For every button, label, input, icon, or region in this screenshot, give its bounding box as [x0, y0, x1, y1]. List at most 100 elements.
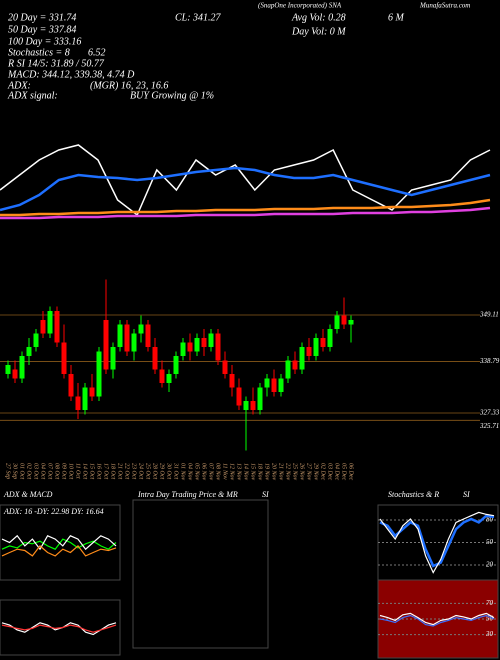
- candle-body: [208, 333, 214, 347]
- annotation: 6.52: [88, 47, 106, 58]
- annotation: 50 Day = 337.84: [8, 24, 76, 35]
- x-tick-label: 06 Nov: [201, 463, 207, 481]
- annotation: BUY Growing @ 1%: [130, 90, 214, 101]
- candle-body: [236, 387, 242, 406]
- line: [1, 622, 117, 636]
- candle-body: [33, 333, 39, 347]
- candle-body: [278, 378, 284, 392]
- candle-body: [12, 369, 18, 379]
- candle-body: [26, 347, 32, 356]
- x-tick-label: 01 Nov: [180, 463, 186, 481]
- y-tick-label: 50: [486, 615, 494, 623]
- panel-title: ADX & MACD: [3, 490, 53, 499]
- x-tick-label: 21 Oct: [117, 463, 123, 479]
- candle-body: [348, 320, 354, 325]
- candle-body: [229, 374, 235, 388]
- x-tick-label: 27 Sep: [5, 463, 11, 479]
- candle-body: [292, 360, 298, 370]
- y-tick-label: 349.11: [479, 311, 499, 319]
- x-tick-label: 18 Oct: [110, 463, 116, 479]
- x-tick-label: 03 Dec: [327, 463, 333, 480]
- line: [0, 198, 491, 217]
- candle-body: [327, 329, 333, 347]
- x-tick-label: 26 Nov: [299, 463, 305, 481]
- line: [379, 511, 495, 574]
- candle-body: [138, 324, 144, 334]
- x-tick-label: 15 Oct: [89, 463, 95, 479]
- candle-body: [215, 333, 221, 361]
- panel-title: SI: [463, 490, 470, 499]
- x-tick-label: 29 Oct: [159, 463, 165, 479]
- candle-body: [82, 387, 88, 410]
- x-tick-label: 31 Oct: [173, 462, 179, 479]
- candle-body: [5, 365, 11, 374]
- x-tick-label: 30 Oct: [166, 462, 172, 479]
- candle-body: [152, 347, 158, 370]
- candle-body: [159, 369, 165, 383]
- x-tick-label: 22 Oct: [124, 463, 130, 479]
- candle-body: [201, 338, 207, 347]
- candle-body: [40, 320, 46, 334]
- x-tick-label: 03 Oct: [33, 463, 39, 479]
- panel-title: Intra Day Trading Price & MR: [137, 490, 238, 499]
- y-tick-label: 70: [486, 599, 494, 607]
- x-tick-label: 25 Oct: [145, 463, 151, 479]
- candle-body: [194, 338, 200, 352]
- annotation: Stochastics = 8: [8, 47, 70, 58]
- x-tick-label: 17 Oct: [103, 463, 109, 479]
- x-tick-label: 27 Nov: [306, 463, 312, 481]
- annotation: CL: 341.27: [175, 12, 222, 23]
- candle-body: [222, 360, 228, 374]
- line: [0, 166, 491, 212]
- candle-body: [257, 387, 263, 410]
- candle-body: [320, 338, 326, 347]
- candle-body: [341, 315, 347, 325]
- candle-body: [173, 356, 179, 374]
- line: [1, 624, 117, 633]
- x-tick-label: 19 Nov: [264, 463, 270, 481]
- candle-body: [131, 333, 137, 352]
- candle-body: [96, 351, 102, 397]
- x-tick-label: 01 Oct: [19, 463, 25, 479]
- y-tick-label: 50: [486, 538, 494, 546]
- candle-body: [19, 356, 25, 379]
- y-tick-label: 338.79: [479, 357, 500, 365]
- candle-body: [47, 311, 53, 334]
- x-tick-label: 15 Nov: [250, 463, 256, 481]
- candle-body: [103, 320, 109, 370]
- candle-body: [110, 347, 116, 370]
- line: [1, 538, 117, 550]
- x-tick-label: 06 Dec: [348, 463, 354, 480]
- x-tick-label: 12 Nov: [229, 463, 235, 481]
- y-tick-label: 30: [485, 630, 494, 638]
- x-tick-label: 21 Nov: [278, 463, 284, 481]
- x-tick-label: 24 Oct: [138, 463, 145, 479]
- x-tick-label: 10 Oct: [68, 463, 74, 479]
- candle-body: [264, 378, 270, 388]
- candle-body: [334, 315, 340, 329]
- x-tick-label: 04 Dec: [334, 463, 341, 480]
- y-tick-label: 80: [486, 516, 494, 524]
- x-tick-label: 02 Oct: [26, 463, 32, 479]
- x-tick-label: 11 Nov: [222, 463, 228, 480]
- candle-body: [145, 324, 151, 347]
- panel: [132, 499, 269, 649]
- line: [379, 614, 495, 627]
- x-tick-label: 09 Oct: [61, 463, 67, 479]
- x-tick-label: 04 Oct: [40, 463, 47, 479]
- annotation: ADX:: [7, 80, 31, 91]
- x-tick-label: 14 Oct: [82, 463, 89, 479]
- candle-body: [75, 396, 81, 410]
- candle-body: [124, 324, 130, 352]
- panel-text: ADX: 16 -DY: 22.98 DY: 16.64: [3, 507, 104, 516]
- annotation: MACD: 344.12, 339.38, 4.74 D: [7, 69, 135, 80]
- x-tick-label: 16 Oct: [96, 463, 102, 479]
- x-tick-label: 20 Nov: [271, 463, 277, 481]
- candle-body: [180, 342, 186, 356]
- x-tick-label: 13 Nov: [236, 463, 242, 481]
- candle-body: [61, 342, 67, 374]
- line: [0, 206, 491, 220]
- candle-body: [187, 342, 193, 352]
- x-tick-label: 07 Oct: [47, 463, 53, 479]
